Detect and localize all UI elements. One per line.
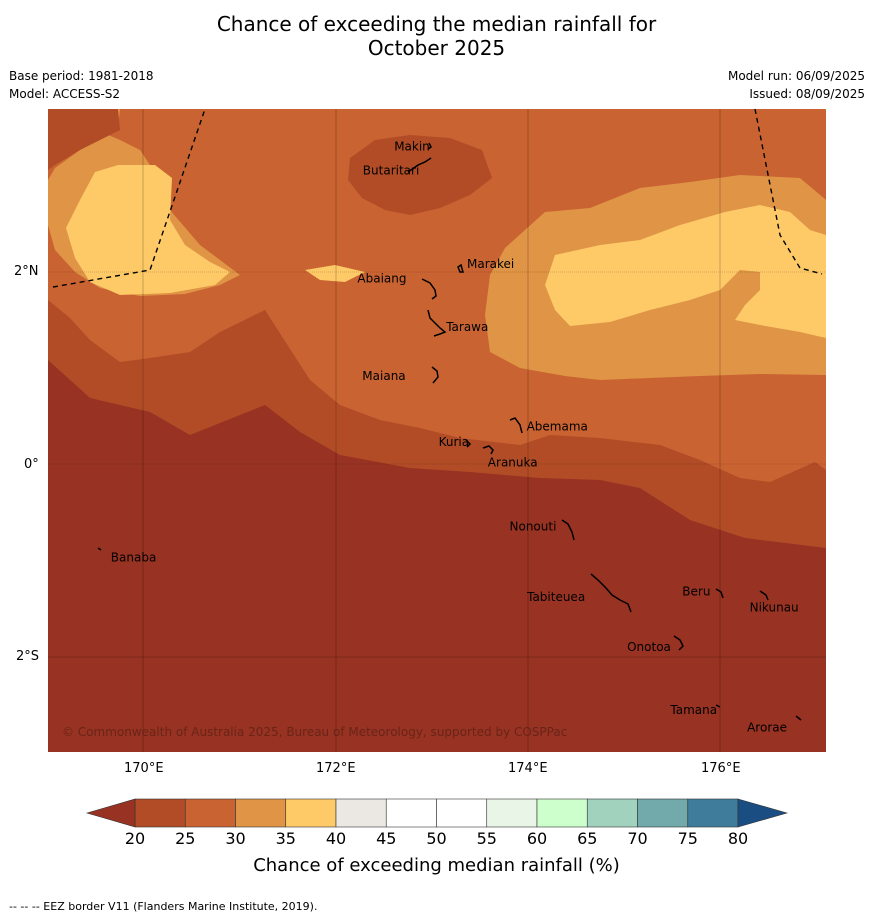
meta-left: Base period: 1981-2018 Model: ACCESS-S2 bbox=[9, 67, 154, 103]
band-35-40-west bbox=[66, 165, 230, 295]
colorbar-swatch-25_30 bbox=[184, 798, 236, 828]
colorbar-swatch-30_35 bbox=[235, 798, 287, 828]
place-label-banaba: Banaba bbox=[111, 551, 157, 565]
island-aranuka bbox=[482, 445, 494, 455]
place-label-kuria: Kuria bbox=[439, 435, 470, 449]
place-label-tamana: Tamana bbox=[669, 703, 717, 717]
island-tabiteuea bbox=[590, 573, 632, 613]
meta-right: Model run: 06/09/2025 Issued: 08/09/2025 bbox=[728, 67, 865, 103]
colorbar-tick-25: 25 bbox=[175, 829, 196, 848]
title-line-1: Chance of exceeding the median rainfall … bbox=[216, 12, 657, 36]
band-35-40-east bbox=[545, 205, 826, 338]
base-period-text: Base period: 1981-2018 bbox=[9, 69, 154, 83]
lat-label-2s: 2°S bbox=[16, 649, 40, 664]
place-label-beru: Beru bbox=[682, 585, 710, 599]
map-title: Chance of exceeding the median rainfall … bbox=[0, 12, 873, 60]
lon-label-170e: 170°E bbox=[124, 761, 164, 776]
colorbar-swatches bbox=[134, 798, 739, 828]
island-nonouti bbox=[561, 519, 575, 541]
colorbar-swatch-60_65 bbox=[536, 798, 588, 828]
gridlines bbox=[48, 109, 826, 752]
rainfall-probability-field bbox=[48, 109, 826, 752]
island-tarawa bbox=[427, 309, 447, 337]
island-makin bbox=[427, 142, 432, 150]
place-label-makin: Makin bbox=[394, 140, 430, 154]
island-tamana bbox=[715, 704, 721, 708]
place-label-tarawa: Tarawa bbox=[445, 320, 488, 334]
place-label-butaritari: Butaritari bbox=[363, 164, 420, 178]
colorbar-tick-75: 75 bbox=[677, 829, 698, 848]
island-arorae bbox=[795, 715, 802, 721]
copyright-text: © Commonwealth of Australia 2025, Bureau… bbox=[62, 725, 567, 739]
island-nikunau bbox=[759, 590, 769, 601]
colorbar-arrow-high bbox=[737, 798, 789, 828]
eez-border-west bbox=[52, 108, 206, 288]
island-marakei bbox=[457, 263, 464, 273]
colorbar-swatch-20_25 bbox=[134, 798, 186, 828]
colorbar-swatch-50_55 bbox=[436, 798, 488, 828]
island-banaba bbox=[97, 547, 102, 551]
eez-footer-note: -- -- -- EEZ border V11 (Flanders Marine… bbox=[9, 900, 318, 913]
island-kuria bbox=[465, 439, 472, 448]
colorbar-swatch-65_70 bbox=[586, 798, 638, 828]
island-abaiang bbox=[421, 278, 437, 300]
colorbar-tick-70: 70 bbox=[627, 829, 648, 848]
eez-borders bbox=[52, 108, 823, 288]
place-label-maiana: Maiana bbox=[362, 369, 405, 383]
lat-label-2n: 2°N bbox=[14, 264, 39, 279]
colorbar-tick-80: 80 bbox=[727, 829, 749, 848]
eez-border-east bbox=[754, 108, 823, 275]
island-butaritari bbox=[407, 157, 432, 173]
colorbar-swatch-55_60 bbox=[486, 798, 538, 828]
colorbar-tick-45: 45 bbox=[376, 829, 397, 848]
title-line-2: October 2025 bbox=[367, 36, 506, 60]
island-abemama bbox=[509, 417, 523, 434]
place-label-abaiang: Abaiang bbox=[357, 272, 406, 286]
colorbar-tick-35: 35 bbox=[275, 829, 296, 848]
lon-label-174e: 174°E bbox=[508, 761, 548, 776]
model-text: Model: ACCESS-S2 bbox=[9, 87, 121, 101]
colorbar-tick-60: 60 bbox=[526, 829, 548, 848]
colorbar-title: Chance of exceeding median rainfall (%) bbox=[253, 855, 620, 876]
band-20-25-north-blob bbox=[348, 135, 492, 215]
model-run-text: Model run: 06/09/2025 bbox=[727, 69, 865, 83]
island-onotoa bbox=[673, 635, 684, 651]
colorbar-tick-40: 40 bbox=[325, 829, 347, 848]
place-labels: Makin Butaritari Marakei Abaiang Tarawa Maian… bbox=[111, 140, 799, 735]
colorbar-tick-55: 55 bbox=[476, 829, 497, 848]
colorbar-tick-50: 50 bbox=[426, 829, 447, 848]
issued-text: Issued: 08/09/2025 bbox=[749, 87, 865, 101]
lon-label-172e: 172°E bbox=[316, 761, 356, 776]
colorbar-tick-20: 20 bbox=[124, 829, 146, 848]
lat-label-0: 0° bbox=[24, 457, 39, 472]
place-label-marakei: Marakei bbox=[467, 257, 514, 271]
place-label-nikunau: Nikunau bbox=[750, 601, 799, 615]
band-35-40-center bbox=[305, 265, 365, 282]
place-label-aranuka: Aranuka bbox=[488, 456, 538, 470]
colorbar-arrow-low bbox=[85, 798, 136, 828]
colorbar-tick-30: 30 bbox=[225, 829, 246, 848]
colorbar-tick-65: 65 bbox=[577, 829, 598, 848]
colorbar-swatch-40_45 bbox=[335, 798, 387, 828]
colorbar-swatch-70_75 bbox=[637, 798, 689, 828]
island-beru bbox=[715, 588, 724, 599]
place-label-nonouti: Nonouti bbox=[510, 520, 557, 534]
band-20-25-nw-corner bbox=[48, 109, 120, 170]
lon-label-176e: 176°E bbox=[701, 761, 741, 776]
colorbar-swatch-75_80 bbox=[687, 798, 739, 828]
colorbar bbox=[85, 798, 789, 828]
place-label-onotoa: Onotoa bbox=[627, 640, 671, 654]
colorbar-swatch-35_40 bbox=[285, 798, 337, 828]
colorbar-swatch-45_50 bbox=[385, 798, 437, 828]
place-label-tabiteuea: Tabiteuea bbox=[526, 590, 585, 604]
place-label-arorae: Arorae bbox=[747, 721, 787, 735]
island-maiana bbox=[431, 366, 439, 384]
place-label-abemama: Abemama bbox=[527, 420, 588, 434]
island-outlines bbox=[97, 142, 802, 721]
